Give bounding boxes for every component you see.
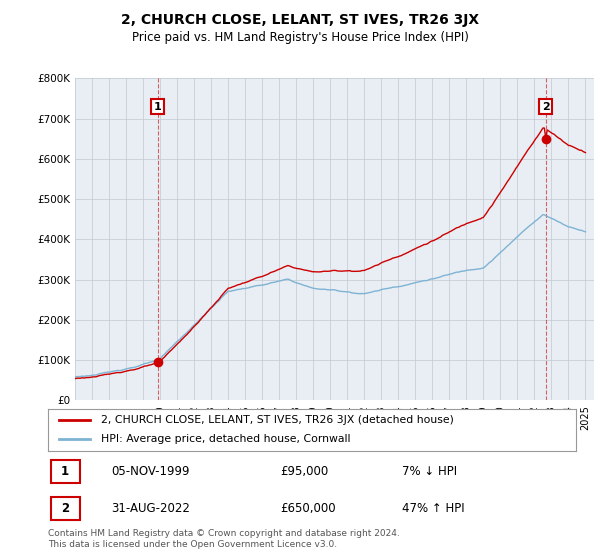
Text: Price paid vs. HM Land Registry's House Price Index (HPI): Price paid vs. HM Land Registry's House …: [131, 31, 469, 44]
Text: HPI: Average price, detached house, Cornwall: HPI: Average price, detached house, Corn…: [101, 435, 350, 445]
Text: 05-NOV-1999: 05-NOV-1999: [112, 465, 190, 478]
Text: 7% ↓ HPI: 7% ↓ HPI: [402, 465, 457, 478]
Text: 2: 2: [542, 101, 550, 111]
Text: 2, CHURCH CLOSE, LELANT, ST IVES, TR26 3JX (detached house): 2, CHURCH CLOSE, LELANT, ST IVES, TR26 3…: [101, 415, 454, 425]
Text: 2, CHURCH CLOSE, LELANT, ST IVES, TR26 3JX: 2, CHURCH CLOSE, LELANT, ST IVES, TR26 3…: [121, 13, 479, 27]
Text: Contains HM Land Registry data © Crown copyright and database right 2024.
This d: Contains HM Land Registry data © Crown c…: [48, 529, 400, 549]
Text: 1: 1: [61, 465, 69, 478]
Text: £95,000: £95,000: [280, 465, 329, 478]
Text: 1: 1: [154, 101, 161, 111]
Text: 2: 2: [61, 502, 69, 515]
Text: 47% ↑ HPI: 47% ↑ HPI: [402, 502, 464, 515]
Text: 31-AUG-2022: 31-AUG-2022: [112, 502, 190, 515]
FancyBboxPatch shape: [50, 497, 80, 520]
FancyBboxPatch shape: [50, 460, 80, 483]
Text: £650,000: £650,000: [280, 502, 336, 515]
